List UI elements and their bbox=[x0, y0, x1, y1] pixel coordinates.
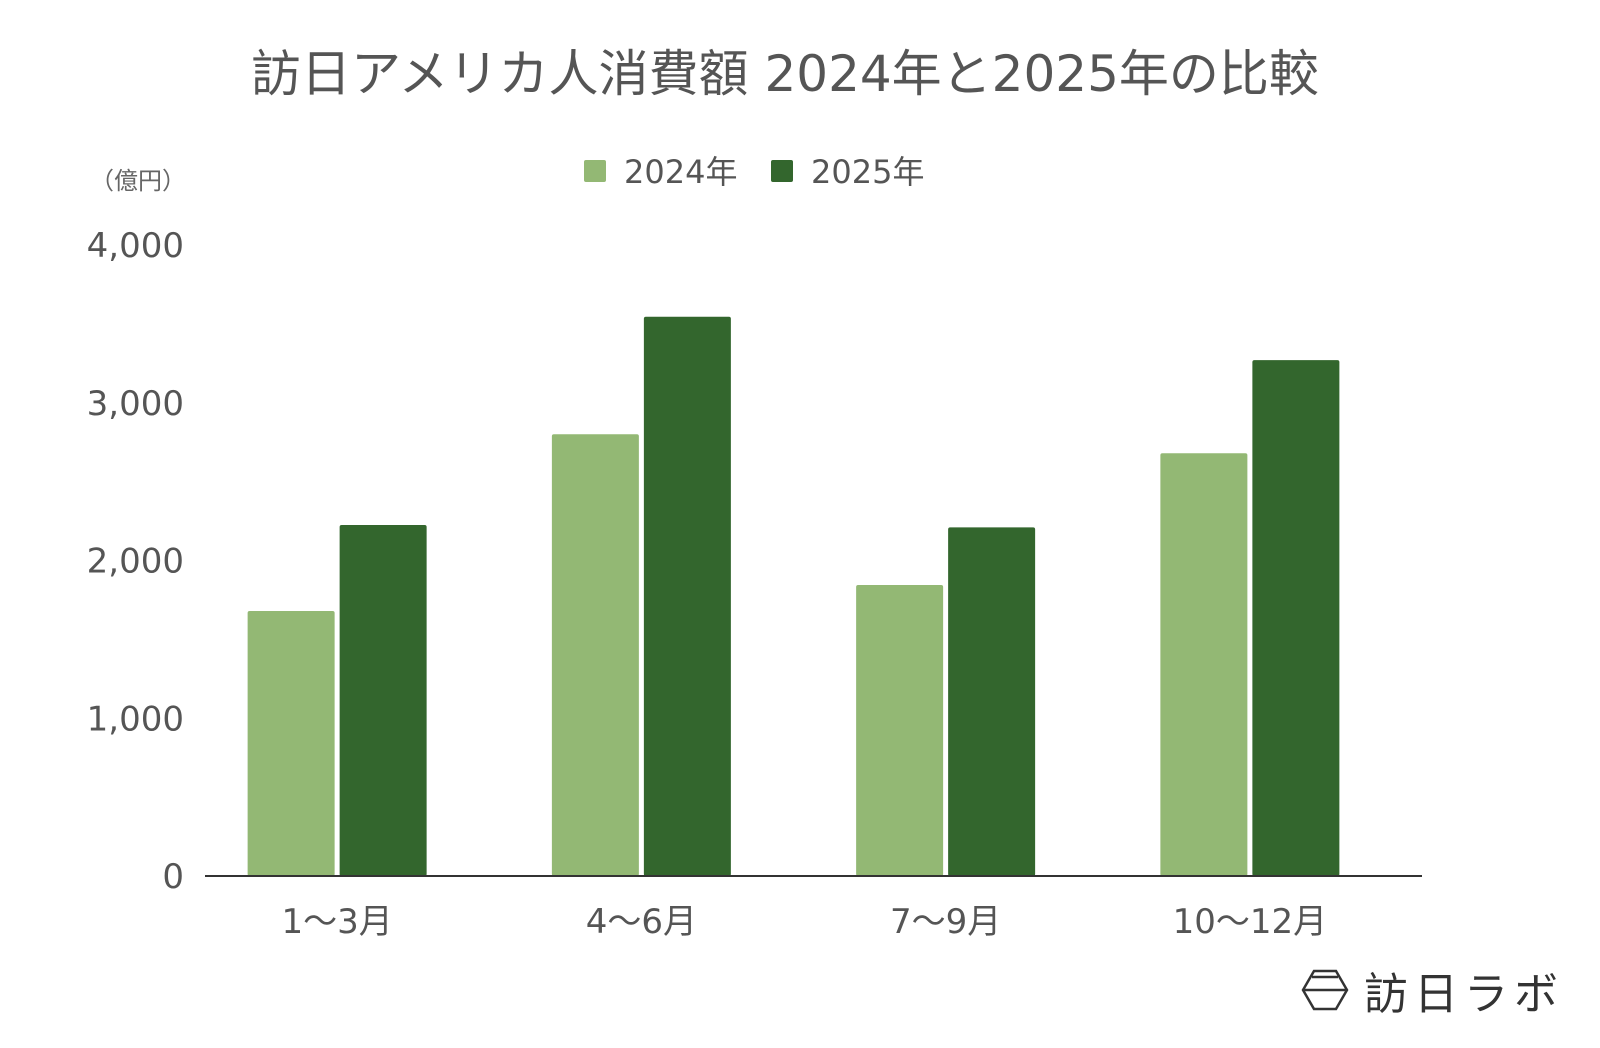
logo: 訪日ラボ bbox=[1300, 958, 1564, 1022]
y-tick-label: 1,000 bbox=[87, 699, 184, 739]
x-tick-label: 7〜9月 bbox=[890, 902, 1001, 942]
chart-title: 訪日アメリカ人消費額 2024年と2025年の比較 bbox=[251, 45, 1319, 103]
y-axis-label: （億円） bbox=[90, 167, 186, 195]
bar-2024年-1〜3月 bbox=[247, 610, 335, 876]
logo-text: 訪日ラボ bbox=[1364, 969, 1564, 1020]
y-tick-label: 4,000 bbox=[87, 226, 184, 266]
bar-2025年-4〜6月 bbox=[643, 316, 731, 876]
legend-label: 2024年 bbox=[624, 153, 737, 191]
bar-2024年-10〜12月 bbox=[1160, 453, 1248, 876]
x-tick-label: 4〜6月 bbox=[586, 902, 697, 942]
legend-swatch bbox=[771, 160, 793, 182]
bar-2024年-4〜6月 bbox=[551, 434, 639, 876]
logo-icon bbox=[1301, 969, 1349, 1011]
bar-2025年-10〜12月 bbox=[1252, 360, 1340, 877]
x-tick-label: 1〜3月 bbox=[281, 902, 392, 942]
x-tick-label: 10〜12月 bbox=[1173, 902, 1328, 942]
legend-label: 2025年 bbox=[811, 153, 924, 191]
bar-2025年-1〜3月 bbox=[339, 525, 427, 876]
y-tick-label: 2,000 bbox=[87, 542, 184, 582]
legend-swatch bbox=[584, 160, 606, 182]
bar-2025年-7〜9月 bbox=[948, 527, 1036, 876]
y-tick-label: 3,000 bbox=[87, 384, 184, 424]
y-tick-label: 0 bbox=[162, 857, 184, 897]
bar-2024年-7〜9月 bbox=[856, 584, 944, 876]
